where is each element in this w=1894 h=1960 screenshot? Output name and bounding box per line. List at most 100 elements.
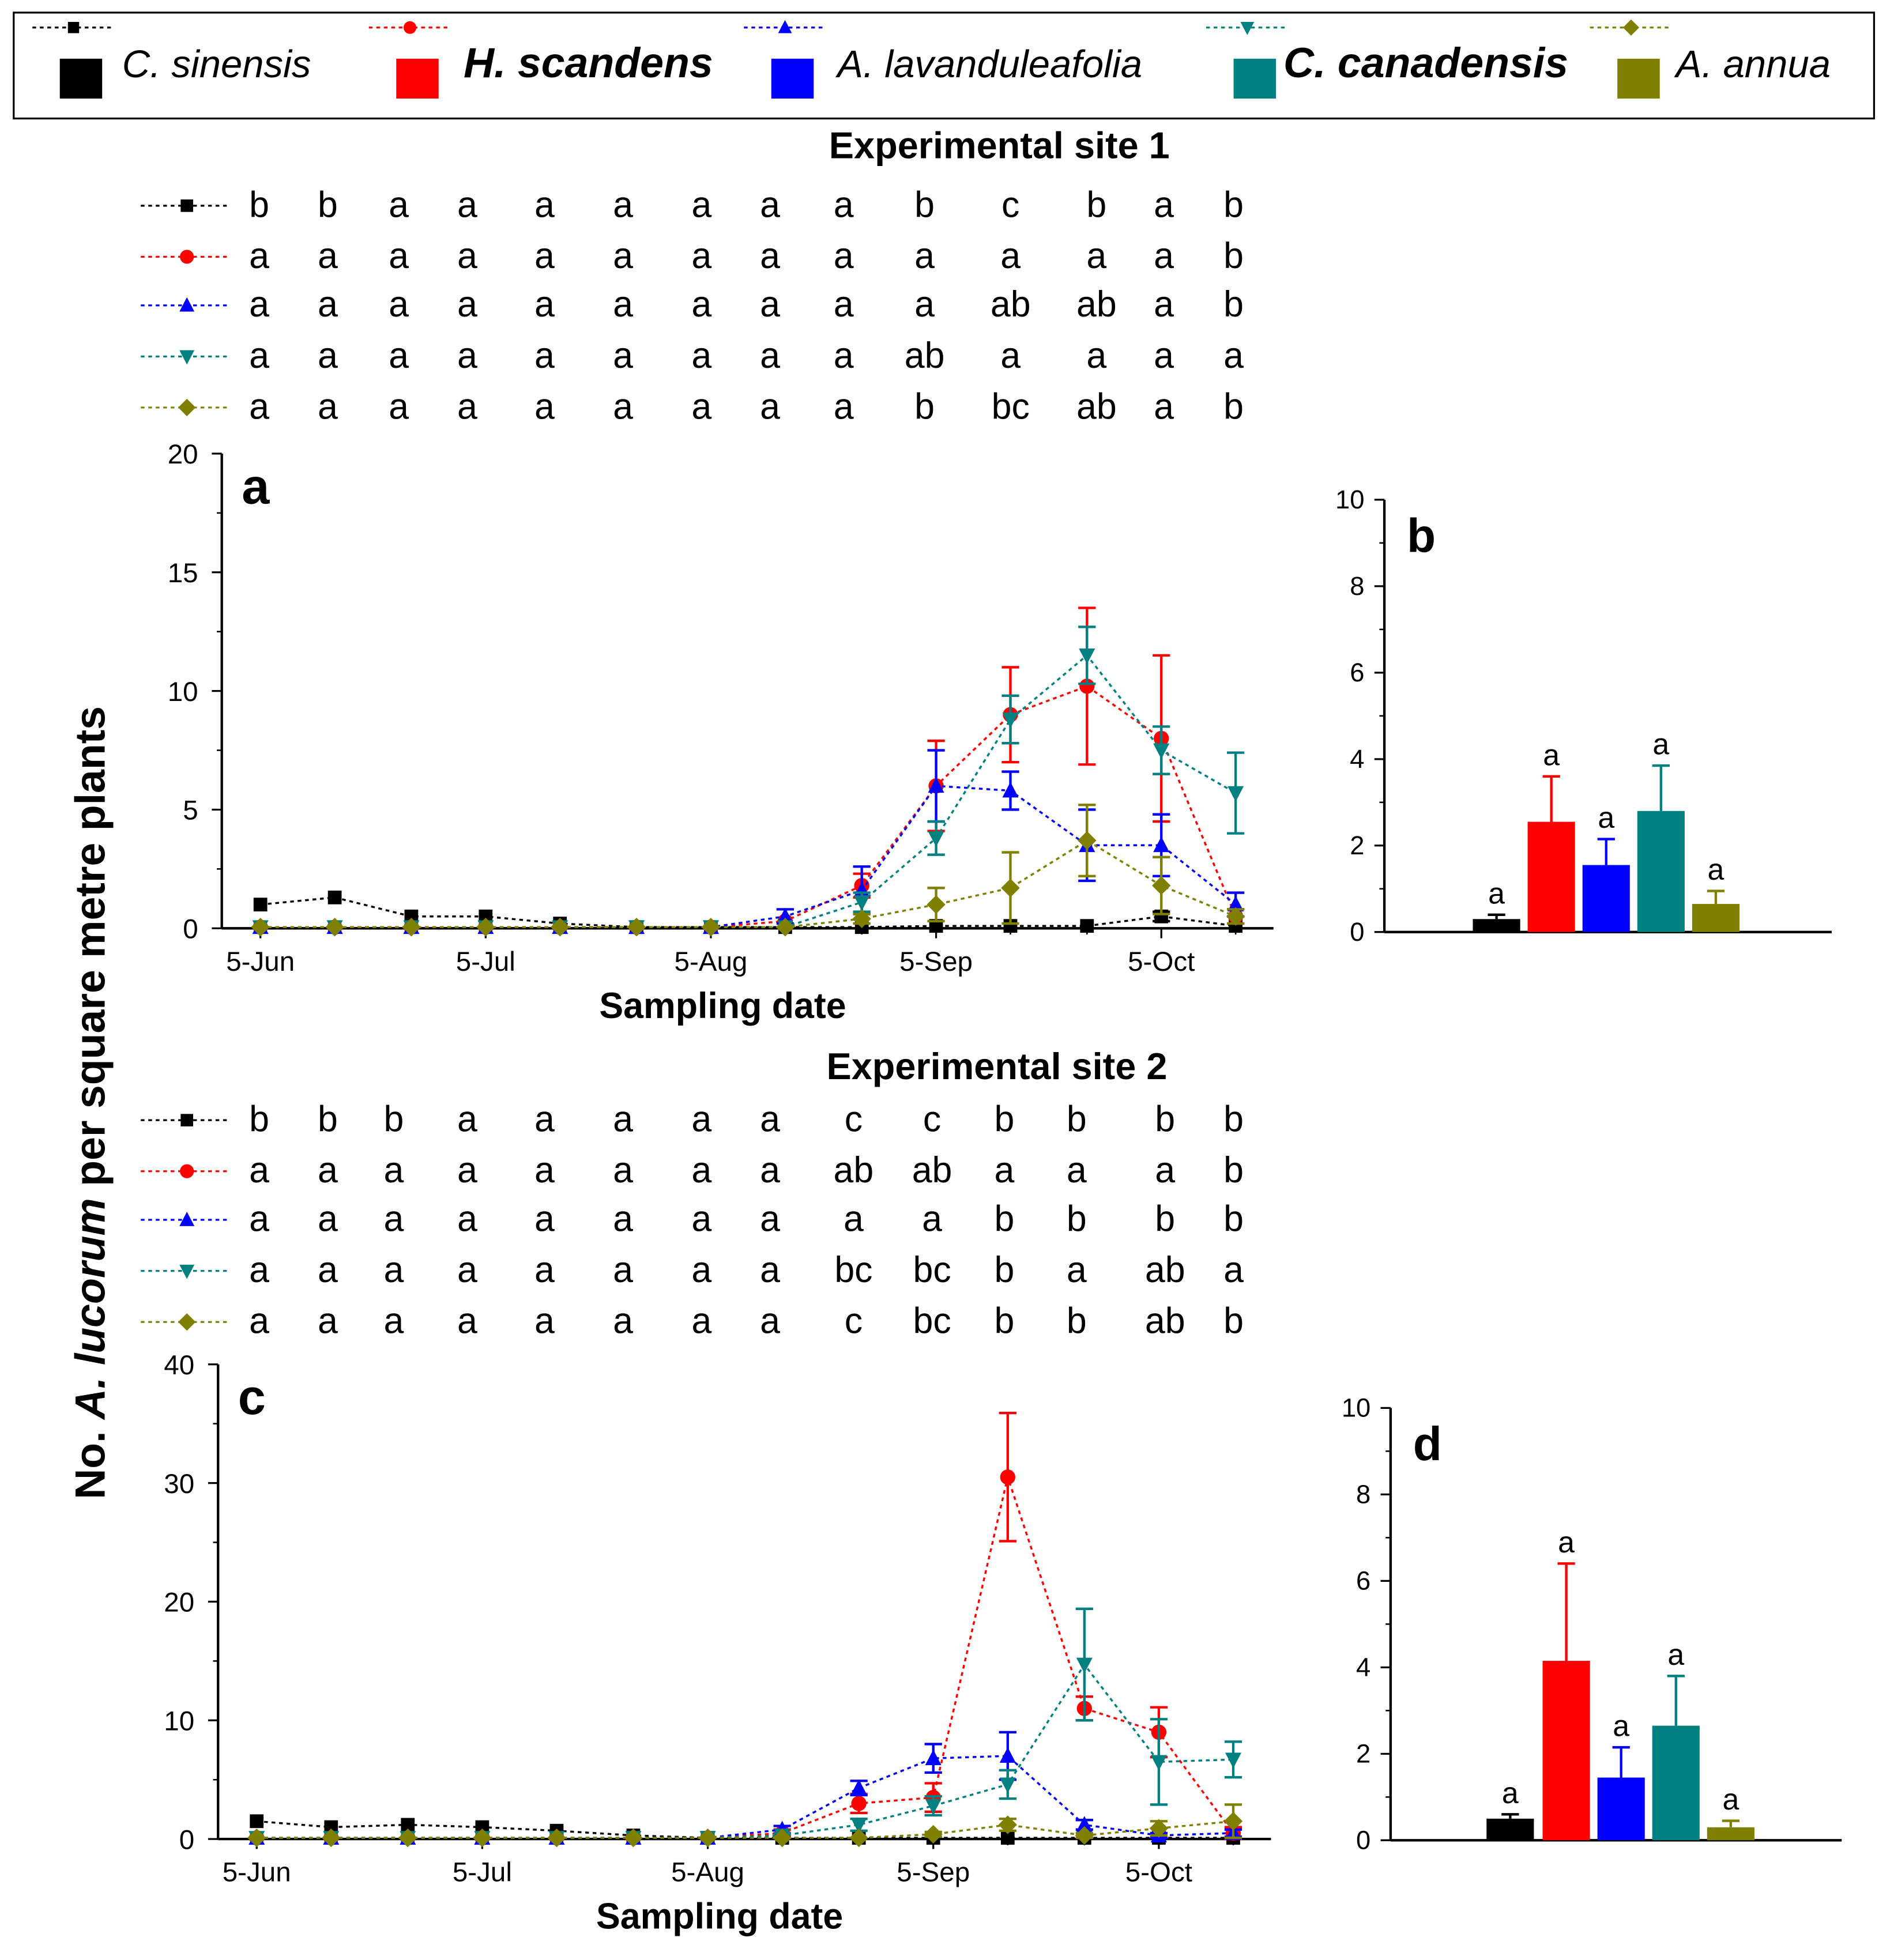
letter-cell: a: [760, 386, 780, 427]
letter-cell: c: [845, 1099, 863, 1140]
letter-cell: a: [691, 386, 711, 427]
bar-a-lavanduleafolia: a: [1582, 801, 1630, 932]
letter-cell: a: [457, 284, 477, 325]
letter-cell: a: [389, 386, 409, 427]
letter-cell: a: [1154, 336, 1174, 376]
bar-a-annua: a: [1707, 1782, 1754, 1841]
x-tick-label: 5-Sep: [897, 1857, 970, 1888]
letter-cell: a: [1067, 1250, 1087, 1290]
bar-c-canadensis: a: [1652, 1638, 1700, 1841]
y-tick-label: 10: [168, 677, 198, 707]
letter-cell: a: [834, 184, 854, 225]
letter-cell: ab: [1076, 284, 1117, 325]
y-axis-label-species: A. lucorum: [66, 1198, 114, 1420]
letter-cell: a: [844, 1198, 864, 1239]
y-tick-label: 10: [164, 1706, 194, 1737]
legend-box: [13, 12, 1876, 120]
letter-cell: a: [613, 184, 633, 225]
bar-letter: a: [1708, 853, 1724, 886]
letter-cell: a: [1154, 386, 1174, 427]
data-point: [402, 918, 421, 937]
data-point: [1152, 876, 1171, 895]
letter-cell: a: [1086, 336, 1106, 376]
series-a-annua: [247, 1803, 1243, 1848]
series-line: [260, 654, 1236, 928]
data-point: [777, 907, 793, 924]
x-tick-label: 5-Aug: [675, 947, 748, 977]
letter-cell: a: [691, 1150, 711, 1190]
letter-cell: a: [384, 1301, 404, 1341]
x-tick-label: 5-Jun: [223, 1857, 291, 1888]
data-point: [551, 918, 570, 937]
letter-row-a-lavanduleafolia: a a a a a a a a a a ab ab a b: [141, 284, 1244, 325]
letter-cell: a: [1154, 236, 1174, 276]
letter-cell: a: [691, 184, 711, 225]
letter-cell: b: [1067, 1099, 1087, 1140]
legend-swatch: [396, 58, 439, 99]
letter-cell: b: [249, 184, 269, 225]
site-title: Experimental site 2: [826, 1045, 1167, 1087]
letter-row-c-canadensis: a a a a a a a a a ab a a a a: [141, 336, 1244, 376]
bar-c-sinensis: a: [1486, 1776, 1534, 1841]
y-tick-label: 0: [179, 1825, 194, 1855]
legend-label: H. scandens: [464, 39, 713, 86]
letter-cell: b: [994, 1301, 1014, 1341]
letter-cell: a: [760, 184, 780, 225]
letter-cell: a: [613, 284, 633, 325]
bar: [1707, 1827, 1754, 1841]
letter-cell: b: [1155, 1198, 1175, 1239]
data-point: [1080, 919, 1094, 933]
letter-cell: ab: [1076, 386, 1117, 427]
letter-cell: bc: [834, 1250, 872, 1290]
series-line: [257, 1820, 1234, 1839]
panel-label: a: [242, 459, 270, 514]
letter-cell: a: [249, 284, 269, 325]
y-tick-label: 0: [1350, 917, 1364, 947]
letter-cell: a: [534, 1250, 555, 1290]
letter-cell: b: [1223, 184, 1244, 225]
data-point: [404, 909, 419, 924]
y-tick-label: 4: [1356, 1652, 1370, 1682]
letter-cell: a: [760, 284, 780, 325]
letter-cell: a: [1154, 284, 1174, 325]
data-point: [1223, 1812, 1243, 1831]
letter-cell: ab: [1145, 1301, 1185, 1341]
bar: [1652, 1725, 1700, 1841]
letter-cell: a: [384, 1150, 404, 1190]
bar: [1473, 919, 1520, 932]
series-line: [257, 1755, 1234, 1839]
legend-swatch: [1617, 58, 1660, 99]
bar: [1486, 1818, 1534, 1841]
letter-row-c-canadensis: a a a a a a a a bc bc b a ab a: [141, 1250, 1244, 1290]
series-line: [260, 785, 1237, 928]
letter-cell: a: [760, 336, 780, 376]
data-point: [1149, 1819, 1169, 1838]
x-tick-label: 5-Sep: [899, 947, 973, 977]
letter-cell: a: [534, 386, 555, 427]
data-point: [1000, 1469, 1015, 1485]
letter-cell: a: [457, 236, 477, 276]
panel-label: b: [1407, 510, 1436, 563]
letter-cell: a: [318, 1198, 338, 1239]
letter-cell: b: [1223, 1150, 1244, 1190]
letter-cell: b: [994, 1250, 1014, 1290]
data-point: [850, 1818, 867, 1834]
letter-cell: a: [834, 386, 854, 427]
data-point: [547, 1828, 566, 1848]
letter-cell: a: [691, 1099, 711, 1140]
series-a-lavanduleafolia: [252, 749, 1245, 934]
row-marker: [178, 398, 196, 417]
letter-cell: b: [1223, 386, 1244, 427]
bar: [1582, 865, 1630, 932]
data-point: [1226, 907, 1245, 926]
bar-letter: a: [1488, 876, 1505, 910]
letter-cell: a: [457, 1150, 477, 1190]
data-point: [324, 1820, 338, 1834]
row-marker: [180, 199, 193, 212]
data-point: [1079, 648, 1095, 664]
legend-item-c-sinensis: C. sinensis: [32, 22, 311, 99]
letter-cell: a: [1086, 236, 1106, 276]
letter-cell: b: [318, 184, 338, 225]
letter-cell: c: [1001, 184, 1019, 225]
data-point: [322, 1828, 341, 1848]
